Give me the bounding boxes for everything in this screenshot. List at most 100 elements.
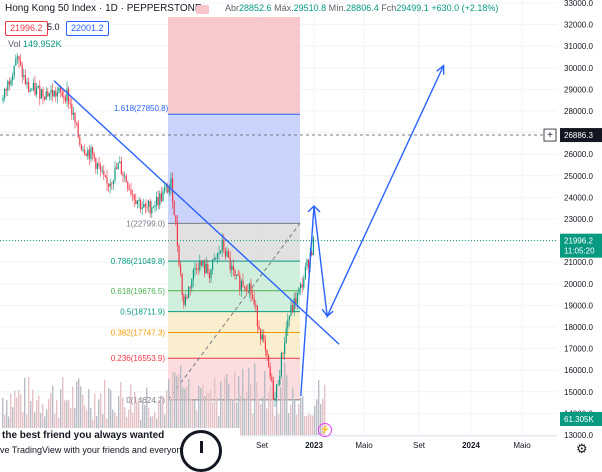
- volume-bar: [24, 377, 26, 435]
- candle-body: [276, 384, 278, 398]
- candle-body: [29, 90, 31, 92]
- candle-body: [136, 201, 138, 204]
- time-axis-tick-label: Maio: [513, 441, 531, 450]
- volume-bar: [44, 416, 46, 435]
- volume-tag: [560, 412, 602, 426]
- candle-body: [287, 319, 289, 329]
- price-chart[interactable]: 1.618(27850.8) 1(22799.0) 0.786(21049.8) 0.…: [0, 0, 602, 458]
- candle-body: [36, 87, 38, 95]
- volume-bar: [284, 362, 286, 435]
- candle-body: [288, 315, 290, 320]
- volume-bar: [272, 380, 274, 435]
- volume-bar: [142, 399, 144, 435]
- buy-button[interactable]: 22001.2: [66, 21, 109, 36]
- candle-body: [271, 376, 273, 380]
- candle-body: [55, 90, 57, 97]
- volume-bar: [174, 372, 176, 435]
- candle-body: [311, 252, 313, 256]
- candle-body: [162, 191, 164, 201]
- volume-bar: [162, 396, 164, 435]
- volume-bar: [172, 371, 174, 435]
- candle-body: [167, 185, 169, 193]
- volume-bar: [8, 416, 10, 435]
- eye-icon[interactable]: [196, 5, 209, 14]
- candle-body: [112, 180, 114, 184]
- candle-body: [285, 328, 287, 343]
- candle-body: [266, 349, 268, 356]
- volume-bar: [72, 386, 74, 435]
- candle-body: [124, 175, 126, 177]
- volume-bar: [306, 416, 308, 435]
- volume-bar: [102, 414, 104, 435]
- volume-bar: [26, 414, 28, 435]
- volume-bar: [52, 385, 54, 435]
- candle-body: [168, 187, 170, 193]
- candle-body: [135, 199, 137, 204]
- candle-body: [34, 83, 36, 95]
- candle-body: [108, 183, 110, 187]
- volume-bar: [260, 403, 262, 435]
- volume-bar: [20, 394, 22, 435]
- volume-bar: [238, 376, 240, 435]
- volume-bar: [82, 395, 84, 435]
- volume-bar: [228, 383, 230, 435]
- candle-body: [144, 203, 146, 207]
- candle-body: [7, 81, 9, 91]
- candle-body: [213, 258, 215, 260]
- volume-bar: [112, 409, 114, 435]
- fib-zone: [168, 332, 300, 359]
- volume-bar: [6, 400, 8, 435]
- add-alert-icon: [543, 128, 557, 142]
- candle-body: [154, 205, 156, 207]
- candle-body: [85, 153, 87, 156]
- price-axis-tick-label: 28000.0: [564, 107, 593, 116]
- candle-body: [183, 294, 185, 305]
- candle-body: [92, 147, 94, 154]
- candle-body: [300, 284, 302, 289]
- candle-body: [228, 251, 230, 258]
- volume-bar: [190, 399, 192, 435]
- candle-body: [21, 64, 23, 77]
- candle-body: [53, 90, 55, 97]
- candle-body: [258, 326, 260, 330]
- volume-bar: [88, 389, 90, 435]
- candle-body: [189, 287, 191, 289]
- volume-bar: [18, 389, 20, 435]
- price-axis-tick-label: 15000.0: [564, 388, 593, 397]
- volume-bar: [50, 392, 52, 435]
- candle-body: [80, 144, 82, 150]
- volume-bar: [188, 379, 190, 435]
- candle-body: [184, 296, 186, 305]
- clock-icon[interactable]: [180, 430, 222, 472]
- candle-body: [104, 174, 106, 178]
- candle-body: [186, 296, 188, 299]
- volume-bar: [14, 390, 16, 435]
- time-axis-tick-label: 2023: [305, 441, 323, 450]
- sell-button[interactable]: 21996.2: [5, 21, 48, 36]
- candle-body: [13, 65, 15, 76]
- volume-bar: [230, 399, 232, 435]
- candle-body: [200, 261, 202, 266]
- candle-body: [180, 265, 182, 274]
- price-axis-tick-label: 32000.0: [564, 21, 593, 30]
- candle-body: [199, 261, 201, 271]
- volume-bar: [32, 389, 34, 435]
- candle-body: [130, 190, 132, 195]
- volume-bar: [240, 395, 242, 435]
- volume-bar: [64, 400, 66, 435]
- fib-zone: [168, 290, 300, 312]
- fib-level-label: 0.382(17747.3): [111, 328, 166, 337]
- gear-icon[interactable]: ⚙: [576, 441, 588, 456]
- volume-bar: [38, 395, 40, 435]
- candle-body: [210, 269, 212, 279]
- candle-body: [160, 193, 162, 201]
- volume-bar: [196, 410, 198, 435]
- volume-bar: [132, 412, 134, 435]
- volume-bar: [94, 393, 96, 435]
- candle-body: [12, 75, 14, 81]
- candle-body: [191, 279, 193, 289]
- candle-body: [223, 239, 225, 250]
- volume-bar: [308, 413, 310, 435]
- volume-bar: [210, 390, 212, 435]
- volume-bar: [266, 408, 268, 435]
